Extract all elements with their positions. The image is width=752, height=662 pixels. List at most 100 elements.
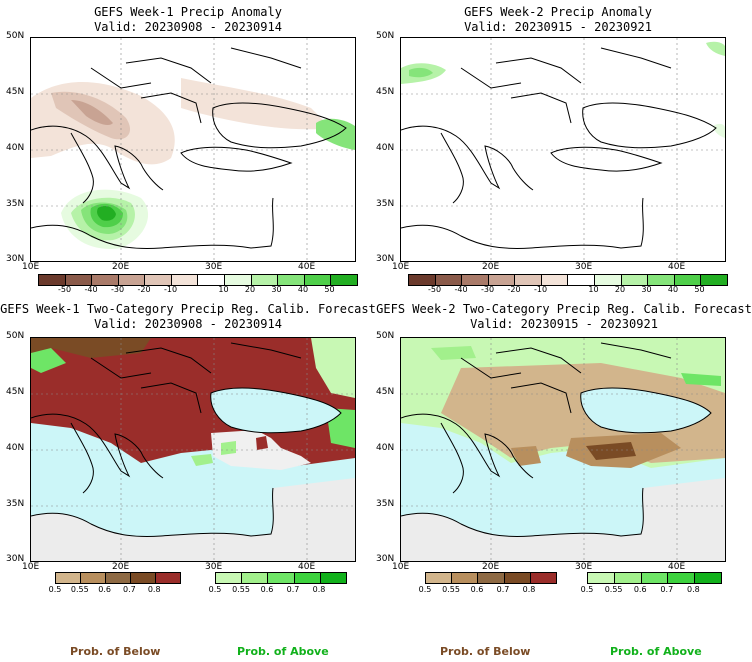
colorbar-label: 0.5 <box>48 585 62 594</box>
lat-label: 30N <box>376 554 395 564</box>
colorbar-swatch <box>225 275 252 285</box>
panel-4-valid-text: Valid: 20230915 - 20230921 <box>470 317 658 331</box>
colorbar-label: 20 <box>614 285 626 294</box>
prob-below-footer-left: Prob. of Below <box>70 645 161 658</box>
lon-label: 40E <box>668 262 686 272</box>
colorbar-label: 0.8 <box>522 585 536 594</box>
colorbar-label: 10 <box>218 285 229 294</box>
panel-3-title: GEFS Week-1 Two-Category Precip Reg. Cal… <box>0 302 376 332</box>
lat-label: 40N <box>376 143 395 153</box>
colorbar-label: 0.8 <box>687 585 700 594</box>
colorbar-swatch <box>56 573 81 583</box>
lat-label: 35N <box>6 499 25 509</box>
colorbar-swatch <box>145 275 172 285</box>
colorbar-label: -20 <box>137 285 151 294</box>
colorbar-swatch <box>294 573 321 583</box>
colorbar-swatch <box>39 275 66 285</box>
prob-below-colorbar-left <box>55 572 181 584</box>
map-week1-anomaly <box>30 37 356 262</box>
panel-2-valid-text: Valid: 20230915 - 20230921 <box>464 20 652 34</box>
colorbar-label: 0.5 <box>580 585 594 594</box>
lat-label: 30N <box>376 254 395 264</box>
colorbar-swatch <box>106 573 131 583</box>
colorbar-label: -30 <box>110 285 125 294</box>
colorbar-label: 0.55 <box>604 585 623 594</box>
panel-3-valid-text: Valid: 20230908 - 20230914 <box>94 317 282 331</box>
colorbar-swatch <box>588 573 615 583</box>
panel-1-title: GEFS Week-1 Precip Anomaly Valid: 202309… <box>8 5 368 35</box>
colorbar-label: 30 <box>271 285 282 294</box>
lat-label: 45N <box>6 387 25 397</box>
colorbar-label: -50 <box>427 285 442 294</box>
colorbar-swatch <box>462 275 489 285</box>
lat-label: 50N <box>6 331 25 341</box>
lon-label: 30E <box>575 562 593 572</box>
colorbar-label: 0.7 <box>660 585 674 594</box>
colorbar-label: 0.7 <box>123 585 136 594</box>
colorbar-label: 0.8 <box>312 585 326 594</box>
colorbar-label: 0.5 <box>208 585 222 594</box>
colorbar-swatch <box>216 573 243 583</box>
colorbar-label: 30 <box>641 285 652 294</box>
lat-label: 45N <box>376 87 395 97</box>
colorbar-label: 0.55 <box>232 585 250 594</box>
lon-label: 40E <box>298 562 316 572</box>
colorbar-label: 0.8 <box>147 585 161 594</box>
colorbar-label: 0.55 <box>70 585 89 594</box>
colorbar-label: 0.6 <box>98 585 111 594</box>
colorbar-swatch <box>504 573 531 583</box>
lon-label: 30E <box>205 562 223 572</box>
colorbar-swatch <box>452 573 479 583</box>
map-week1-two-category <box>30 337 356 562</box>
colorbar-label: 0.55 <box>442 585 460 594</box>
colorbar-swatch <box>695 573 721 583</box>
lat-label: 50N <box>376 31 395 41</box>
colorbar-label: -50 <box>57 285 72 294</box>
colorbar-swatch <box>331 275 357 285</box>
colorbar-swatch <box>515 275 542 285</box>
colorbar-label: 40 <box>667 285 679 294</box>
colorbar-label: 0.5 <box>418 585 432 594</box>
lon-label: 20E <box>482 262 500 272</box>
colorbar-swatch <box>131 573 156 583</box>
panel-4-title: GEFS Week-2 Two-Category Precip Reg. Cal… <box>376 302 752 332</box>
colorbar-swatch <box>621 275 649 285</box>
lon-label: 40E <box>668 562 686 572</box>
colorbar-label: 0.6 <box>260 585 274 594</box>
colorbar-label: 0.6 <box>470 585 484 594</box>
colorbar-swatch <box>171 275 199 285</box>
colorbar-swatch <box>426 573 453 583</box>
lon-label: 20E <box>482 562 500 572</box>
colorbar-swatch <box>81 573 106 583</box>
colorbar-swatch <box>478 573 505 583</box>
colorbar-swatch <box>668 573 696 583</box>
map-week2-two-category <box>400 337 726 562</box>
lon-label: 10E <box>392 262 410 272</box>
prob-above-footer-left: Prob. of Above <box>237 645 329 658</box>
colorbar-swatch <box>648 275 675 285</box>
panel-1-valid-text: Valid: 20230908 - 20230914 <box>94 20 282 34</box>
panel-4-title-text: GEFS Week-2 Two-Category Precip Reg. Cal… <box>376 302 752 316</box>
colorbar-label: 0.7 <box>496 585 510 594</box>
lat-label: 35N <box>6 199 25 209</box>
colorbar-label: -20 <box>507 285 521 294</box>
colorbar-swatch <box>242 573 269 583</box>
map-week2-anomaly <box>400 37 726 262</box>
prob-above-colorbar-left <box>215 572 347 584</box>
lat-label: 30N <box>6 254 25 264</box>
lat-label: 35N <box>376 499 395 509</box>
anomaly-colorbar-right <box>408 274 728 286</box>
lat-label: 40N <box>376 443 395 453</box>
lat-label: 35N <box>376 199 395 209</box>
colorbar-swatch <box>435 275 463 285</box>
lon-label: 20E <box>112 562 130 572</box>
colorbar-label: -30 <box>480 285 495 294</box>
colorbar-swatch <box>278 275 305 285</box>
colorbar-swatch <box>530 573 557 583</box>
colorbar-swatch <box>614 573 642 583</box>
colorbar-swatch <box>156 573 180 583</box>
colorbar-swatch <box>268 573 295 583</box>
lat-label: 50N <box>376 331 395 341</box>
colorbar-swatch <box>701 275 727 285</box>
panel-2-title: GEFS Week-2 Precip Anomaly Valid: 202309… <box>378 5 738 35</box>
